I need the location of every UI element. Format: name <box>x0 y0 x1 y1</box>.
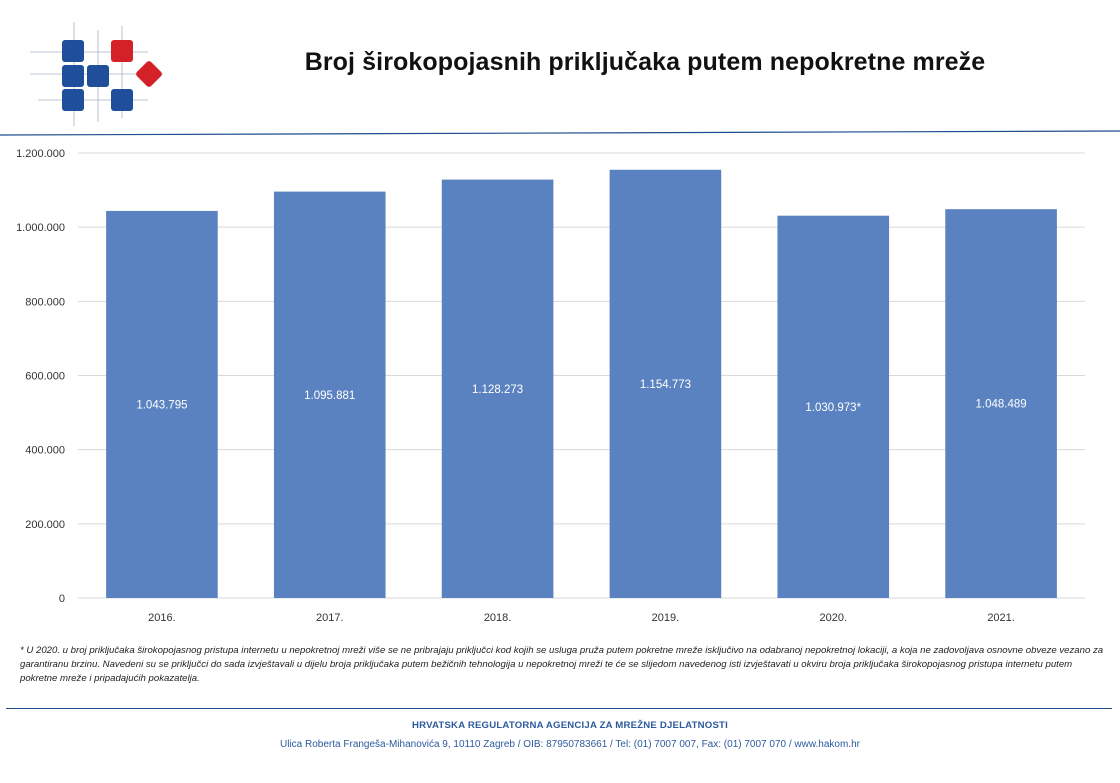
y-axis-ticks: 0 200.000 400.000 600.000 800.000 1.000.000 1.… <box>16 148 65 605</box>
data-labels: 1.043.795 1.095.881 1.128.273 1.154.773 1.03… <box>136 379 1026 414</box>
bar-value-label: 1.043.795 <box>136 399 187 411</box>
bar <box>945 209 1057 598</box>
bar-chart: 0 200.000 400.000 600.000 800.000 1.000.000 1.… <box>16 148 1085 624</box>
y-tick-label: 800.000 <box>25 296 65 308</box>
x-tick-label: 2020. <box>819 612 847 624</box>
x-tick-label: 2021. <box>987 612 1015 624</box>
logo-square <box>62 89 84 111</box>
x-tick-label: 2018. <box>484 612 512 624</box>
y-tick-label: 0 <box>59 593 65 605</box>
bar-value-label: 1.095.881 <box>304 390 355 402</box>
bar-value-label: 1.128.273 <box>472 384 523 396</box>
logo-square <box>62 40 84 62</box>
y-tick-label: 1.200.000 <box>16 148 65 160</box>
header-divider <box>0 130 1120 136</box>
x-tick-label: 2019. <box>652 612 680 624</box>
bar-value-label: 1.154.773 <box>640 379 691 391</box>
page-title: Broj širokopojasnih priključaka putem ne… <box>304 48 986 76</box>
y-tick-label: 600.000 <box>25 371 65 383</box>
bar-value-label: 1.048.489 <box>975 399 1026 411</box>
logo-red-square <box>111 40 133 62</box>
x-tick-label: 2016. <box>148 612 176 624</box>
footer-divider <box>6 708 1112 709</box>
bar-value-label: 1.030.973* <box>805 402 861 414</box>
bar <box>273 191 386 599</box>
y-tick-label: 400.000 <box>25 445 65 457</box>
hakom-logo <box>30 22 163 126</box>
bar <box>777 215 890 598</box>
y-tick-label: 200.000 <box>25 519 65 531</box>
footer-organization: HRVATSKA REGULATORNA AGENCIJA ZA MREŽNE … <box>412 720 728 731</box>
logo-red-diamond <box>136 61 162 87</box>
x-axis-ticks: 2016. 2017. 2018. 2019. 2020. 2021. <box>148 612 1015 624</box>
bar <box>441 179 554 598</box>
bar <box>609 169 722 599</box>
logo-square <box>111 89 133 111</box>
y-tick-label: 1.000.000 <box>16 222 65 234</box>
grid-lines <box>78 152 1085 599</box>
logo-square <box>62 65 84 87</box>
footer-address: Ulica Roberta Frangeša-Mihanovića 9, 101… <box>280 739 860 750</box>
logo-square <box>87 65 109 87</box>
bars <box>106 169 1057 599</box>
footnote: * U 2020. u broj priključaka širokopojas… <box>20 645 1104 684</box>
x-tick-label: 2017. <box>316 612 344 624</box>
bar <box>106 210 218 598</box>
